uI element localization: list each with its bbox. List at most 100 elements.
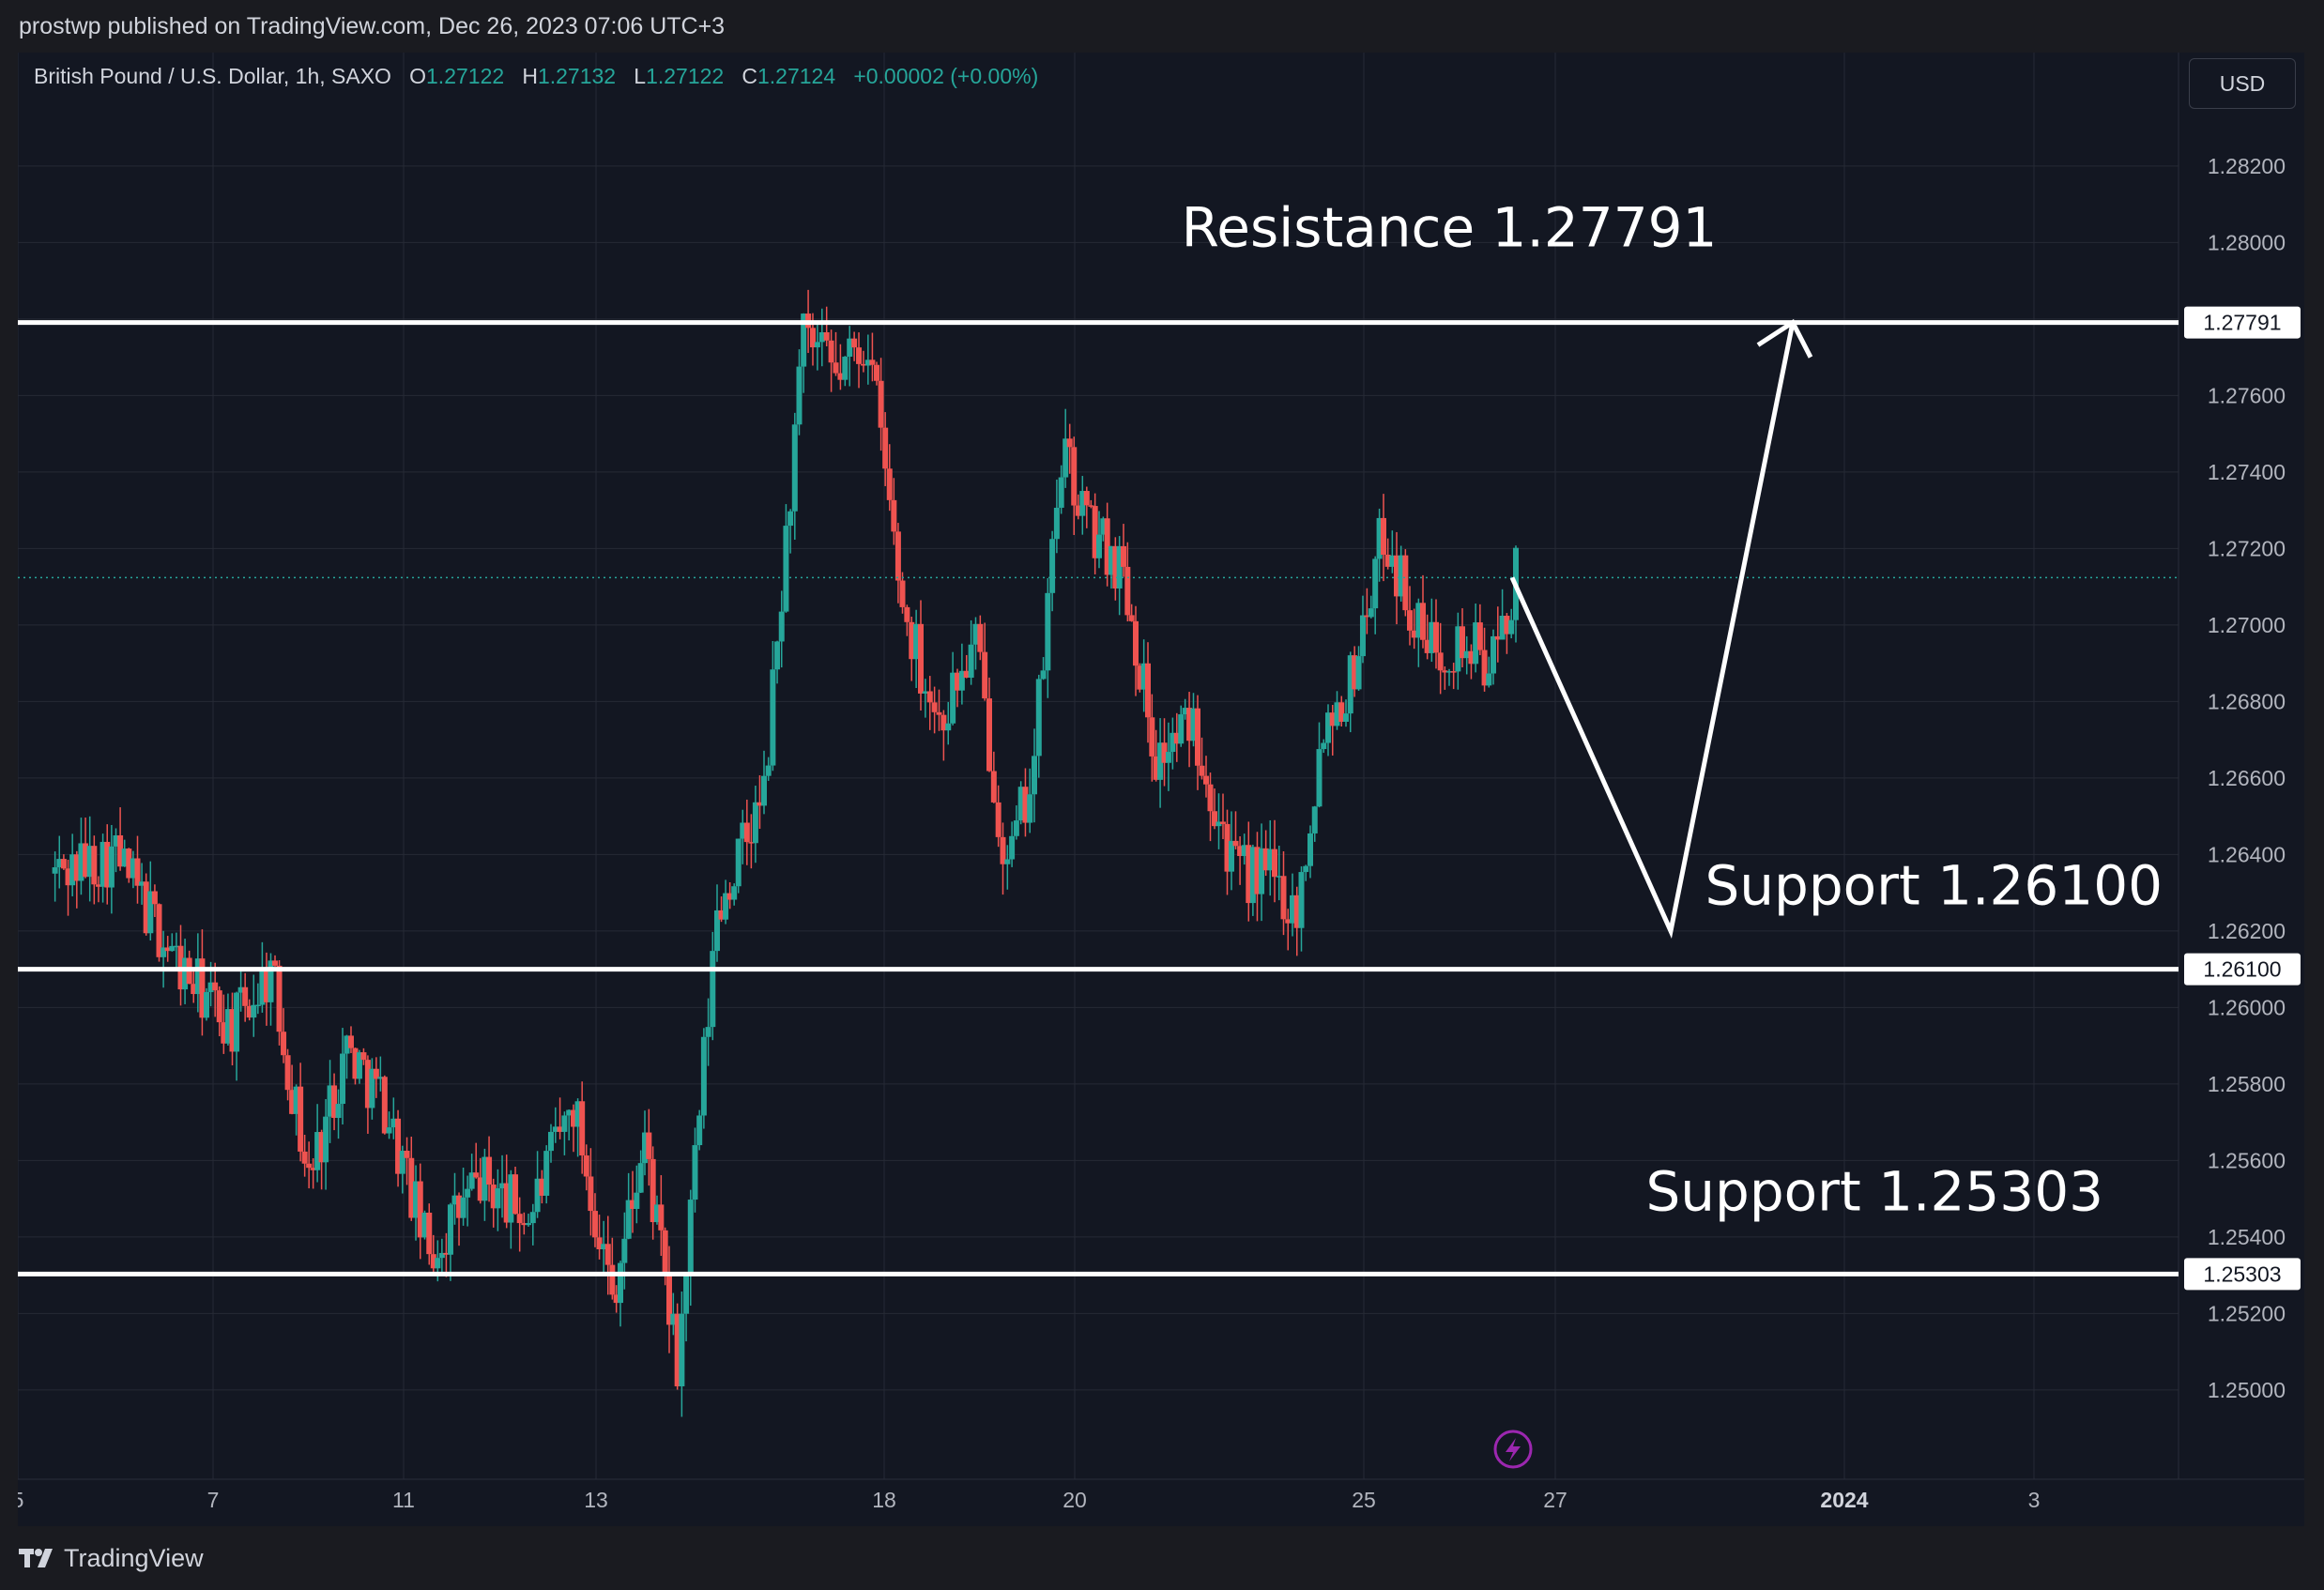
tradingview-logo-text: TradingView <box>64 1543 204 1572</box>
candle-body <box>634 1192 640 1209</box>
y-tick-label: 1.27400 <box>2208 460 2286 484</box>
candle-body <box>1017 787 1024 821</box>
legend-symbol: British Pound / U.S. Dollar, 1h, SAXO <box>34 64 391 88</box>
candle-body <box>73 854 80 881</box>
candle-body <box>851 338 858 348</box>
candle-body <box>1190 708 1197 741</box>
candle-body <box>1203 775 1209 785</box>
candle-body <box>548 1131 554 1152</box>
x-tick-label: 25 <box>1352 1488 1376 1512</box>
candle-body <box>60 859 67 869</box>
candle-body <box>814 342 820 348</box>
candle-body <box>683 1275 690 1314</box>
candle-body <box>963 670 970 679</box>
candle-body <box>234 992 240 1052</box>
chart-area[interactable]: 1.282001.280001.278001.276001.274001.272… <box>18 53 2304 1526</box>
candle-body <box>740 822 746 839</box>
projection-arrowhead <box>1756 318 1813 359</box>
candle-body <box>1259 848 1265 894</box>
candle-body <box>1494 635 1501 640</box>
lightning-glyph-icon <box>1506 1438 1521 1461</box>
candle-body <box>386 1127 392 1134</box>
candle-body <box>818 332 825 343</box>
candle-body <box>216 990 222 1023</box>
event-lightning-icon[interactable] <box>1493 1429 1533 1469</box>
candle-body <box>1394 555 1399 597</box>
candle-body <box>360 1052 367 1061</box>
candle-body <box>1133 620 1139 666</box>
candle-body <box>931 702 938 712</box>
candle-body <box>1088 505 1094 507</box>
candle-body <box>1246 845 1252 904</box>
candle-body <box>748 842 755 844</box>
candle-body <box>364 1060 371 1108</box>
candle-body <box>1491 635 1496 674</box>
candle-body <box>1249 847 1256 904</box>
candle-body <box>1009 835 1016 860</box>
candle-body <box>958 670 965 691</box>
candle-body <box>1124 566 1131 616</box>
legend-high-value: 1.27132 <box>537 64 617 88</box>
candle-body <box>56 859 63 868</box>
level-annotation: Support 1.26100 <box>1705 853 2163 917</box>
candle-body <box>1149 717 1155 757</box>
y-tick-label: 1.27000 <box>2208 613 2286 637</box>
candle-body <box>199 958 206 1018</box>
candle-body <box>1035 679 1042 757</box>
candle-body <box>986 698 992 772</box>
currency-label: USD <box>2219 70 2266 96</box>
candle-body <box>899 580 906 607</box>
candle-body <box>169 945 176 952</box>
candle-body <box>477 1177 483 1201</box>
candle-body <box>710 951 716 1028</box>
y-tick-label: 1.28000 <box>2208 230 2286 254</box>
candle-body <box>191 984 197 995</box>
candle-body <box>770 669 776 766</box>
y-tick-label: 1.25000 <box>2208 1378 2286 1402</box>
candle-body <box>224 1009 231 1044</box>
tradingview-logo[interactable]: TradingView <box>19 1544 204 1573</box>
projection-path[interactable] <box>1509 322 1796 940</box>
candle-body <box>658 1204 665 1231</box>
candle-body <box>139 881 145 886</box>
candle-body <box>373 1068 379 1079</box>
candle-body <box>791 424 798 512</box>
candle-body <box>1027 794 1033 823</box>
candle-body <box>1329 712 1336 726</box>
candle-body <box>1083 491 1090 506</box>
candle-body <box>381 1077 388 1134</box>
y-tick-label: 1.26800 <box>2208 689 2286 713</box>
candle-body <box>705 1027 711 1037</box>
currency-button[interactable]: USD <box>2189 58 2296 109</box>
candle-body <box>1276 876 1282 878</box>
candle-body <box>251 1004 257 1018</box>
candle-body <box>83 843 89 878</box>
candle-body <box>1411 630 1417 638</box>
candle-body <box>621 1238 628 1263</box>
candle-body <box>1128 615 1135 621</box>
candle-body <box>1372 558 1379 609</box>
candlestick-chart[interactable]: 1.282001.280001.278001.276001.274001.272… <box>18 53 2304 1526</box>
candle-body <box>968 644 974 679</box>
candle-body <box>543 1151 550 1196</box>
y-tick-label: 1.27600 <box>2208 383 2286 407</box>
legend-low-label: L <box>634 64 647 88</box>
candle-body <box>1285 919 1292 924</box>
candle-body <box>284 1055 291 1091</box>
candle-body <box>377 1077 384 1079</box>
x-tick-label: 18 <box>872 1488 896 1512</box>
candle-body <box>121 849 128 867</box>
candle-body <box>995 802 1001 837</box>
candle-body <box>1398 555 1404 597</box>
legend-close-label: C <box>742 64 757 88</box>
candle-body <box>237 986 244 993</box>
candle-body <box>451 1195 458 1205</box>
level-price-label: 1.26100 <box>2203 957 2281 982</box>
candle-body <box>642 1132 648 1164</box>
candle-body <box>1112 545 1119 589</box>
candle-body <box>1237 846 1244 857</box>
candle-body <box>856 347 863 364</box>
candle-body <box>503 1183 510 1223</box>
candle-body <box>1157 742 1164 780</box>
candle-body <box>596 1237 603 1250</box>
